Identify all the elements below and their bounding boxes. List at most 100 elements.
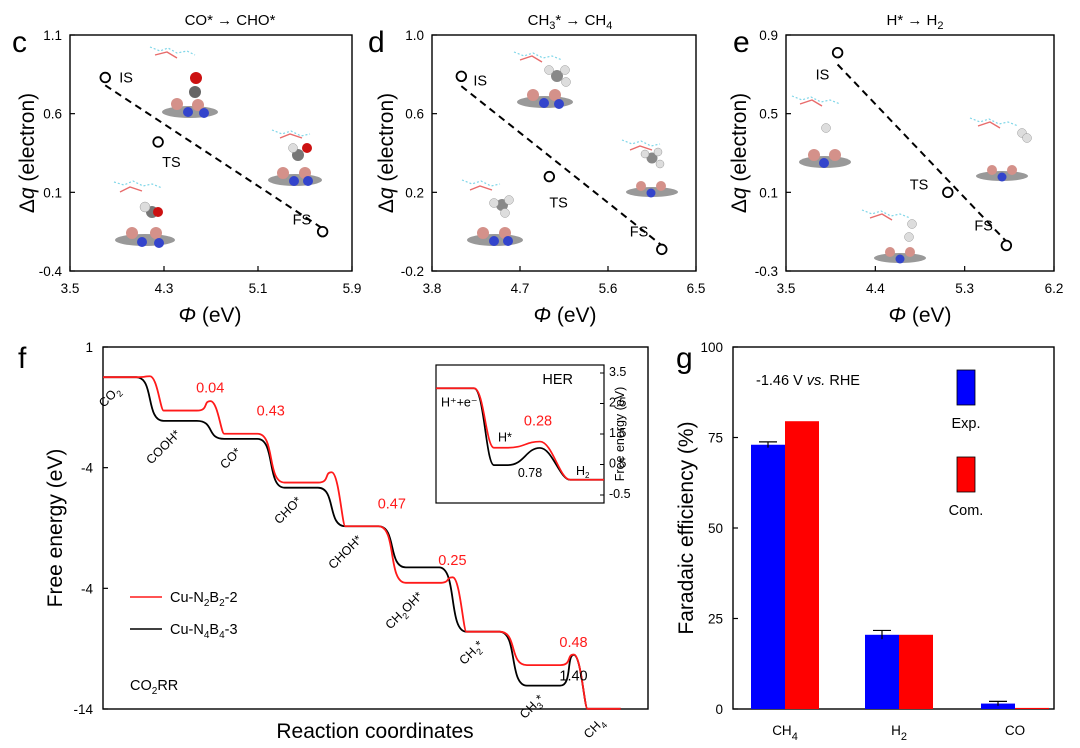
y-tick-label-100: 100 [700, 340, 723, 355]
legend-label-com: Com. [949, 503, 984, 519]
inset-plot: H⁺+e⁻ H* 0.28 0.78 H2 [436, 387, 604, 481]
state-label: CH2OH* [383, 589, 428, 634]
state-label: COOH* [143, 427, 183, 467]
panel-g-ticks: 0 25 50 75 100 [700, 340, 738, 717]
inset-label-end: H2 [576, 464, 590, 480]
y-tick-label-0: 0 [715, 702, 723, 717]
y-tick-label-1.1: 1.1 [43, 28, 62, 43]
state-label: CHOH* [326, 532, 365, 571]
point-label-fs: FS [293, 213, 312, 229]
panel-e-xlabel: Φ (eV) [888, 304, 951, 327]
panel-g-ylabel: Faradaic efficiency (%) [675, 421, 698, 634]
panel-d-frame [431, 34, 697, 272]
x-tick-label-5.9: 5.9 [343, 281, 362, 296]
point-fs [316, 225, 329, 238]
panel-f-letter: f [18, 342, 27, 375]
fit-line [836, 63, 1008, 243]
panel-e-structure-fs [969, 117, 1032, 182]
y-tick-label: 1 [85, 340, 93, 355]
x-tick-label-ch4: CH4 [772, 723, 798, 743]
panel-e-letter: e [733, 26, 750, 59]
y-tick-label--0.4: -0.4 [39, 264, 63, 279]
point-ts [543, 170, 556, 183]
panel-c-letter: c [12, 26, 27, 59]
point-label-ts: TS [162, 155, 181, 171]
panel-g: g 0 25 50 75 100 Faradaic efficiency (%) -1.… [675, 340, 1055, 743]
panel-f-xlabel: Reaction coordinates [276, 720, 473, 743]
panel-e-ticks: 3.5 4.4 5.3 6.2 -0.3 0.1 0.5 0.9 [755, 28, 1064, 296]
panel-f-frame [102, 346, 649, 710]
panel-d-ylabel: Δq (electron) [375, 93, 398, 213]
barrier-label: 0.43 [257, 404, 285, 420]
panel-c-ylabel: Δq (electron) [16, 93, 39, 213]
y-tick-label-0.6: 0.6 [43, 107, 62, 122]
inset-y-tick-label: 1.5 [609, 426, 626, 440]
point-ts [942, 186, 954, 199]
panel-f-legend: Cu-N2B2-2 Cu-N4B4-3 [130, 590, 238, 641]
state-label: CH4 [581, 715, 609, 743]
bar-com-h2 [899, 634, 933, 709]
inset-frame [435, 364, 605, 504]
legend-swatch-exp [956, 369, 976, 406]
x-tick-label-5.6: 5.6 [599, 281, 618, 296]
panel-d-ticks: 3.8 4.7 5.6 6.5 -0.2 0.2 0.6 1.0 [401, 28, 706, 296]
panel-d-letter: d [368, 26, 385, 59]
y-tick-label-50: 50 [708, 521, 723, 536]
panel-f-inset: HER 3.5 2.5 1.5 0.5 -0.5 Free energy (eV) H⁺… [435, 364, 631, 504]
panel-c-title: CO* → CHO* [185, 12, 276, 29]
panel-f-ylabel: Free energy (eV) [44, 449, 67, 608]
y-tick-label-1.0: 1.0 [405, 28, 424, 43]
panel-c-structure-ts [113, 180, 175, 248]
panel-e-title: H* → H2 [887, 12, 944, 32]
panel-f-plot: CO2 COOH* CO* CHO* CHOH* CH2OH* CH2* CH3* CH4 0.0… [96, 375, 621, 743]
y-tick-label-0.5: 0.5 [759, 107, 778, 122]
panel-d-structure-ts [461, 179, 523, 246]
panel-d-title: CH3* → CH4 [528, 12, 613, 32]
point-label-fs: FS [974, 218, 993, 234]
state-label: CH3* [517, 692, 549, 724]
point-label-ts: TS [549, 196, 568, 212]
x-tick-label-6.5: 6.5 [687, 281, 706, 296]
state-label: CHO* [271, 494, 304, 527]
panel-f-ticks: 1 -4 -4 -14 [73, 340, 108, 717]
inset-label-start: H⁺+e⁻ [441, 395, 477, 409]
point-ts [152, 136, 164, 148]
panel-g-annotation: -1.46 V vs. RHE [756, 373, 860, 389]
panel-c-plot: IS TS FS [99, 70, 329, 238]
y-tick-label-75: 75 [708, 431, 723, 446]
x-tick-label-4.7: 4.7 [511, 281, 530, 296]
inset-label-mid: H* [498, 431, 512, 445]
y-tick-label--0.2: -0.2 [401, 264, 424, 279]
fit-line [460, 85, 663, 247]
panel-c-ticks: 3.5 4.3 5.1 5.9 -0.4 0.1 0.6 1.1 [39, 28, 362, 296]
legend-swatch-com [956, 456, 976, 493]
bar-exp-co [981, 703, 1015, 709]
inset-path-cu-n4b4-3 [436, 387, 604, 481]
inset-label-red-barrier: 0.28 [524, 414, 552, 430]
x-tick-label-5.3: 5.3 [955, 281, 974, 296]
x-tick-label-4.3: 4.3 [155, 281, 174, 296]
inset-path-cu-n2b2-2 [436, 387, 604, 481]
barrier-label: 1.40 [559, 669, 587, 685]
x-tick-label-3.5: 3.5 [777, 281, 796, 296]
bar-exp-ch4 [751, 444, 785, 709]
barrier-label: 0.48 [559, 635, 587, 651]
panel-d-plot: IS TS FS [455, 70, 668, 256]
inset-ticks: 3.5 2.5 1.5 0.5 -0.5 [600, 365, 631, 501]
panel-e-ylabel: Δq (electron) [728, 93, 751, 213]
y-tick-label-25: 25 [708, 612, 723, 627]
inset-ylabel: Free energy (eV) [613, 387, 627, 481]
legend-label-cu-n4b4: Cu-N4B4-3 [170, 622, 238, 641]
panel-c-xlabel: Φ (eV) [178, 304, 241, 327]
inset-label-black-barrier: 0.78 [518, 466, 542, 480]
x-tick-label-h2: H2 [891, 723, 907, 743]
inset-y-tick-label: -0.5 [609, 487, 631, 501]
panel-g-letter: g [676, 342, 693, 375]
panel-d-structure-fs [621, 139, 678, 198]
y-tick-label: -4 [81, 581, 93, 596]
point-fs [656, 243, 668, 256]
y-tick-label-0.2: 0.2 [405, 185, 424, 200]
x-tick-label-6.2: 6.2 [1045, 281, 1064, 296]
panel-c-structure-fs [268, 129, 322, 186]
